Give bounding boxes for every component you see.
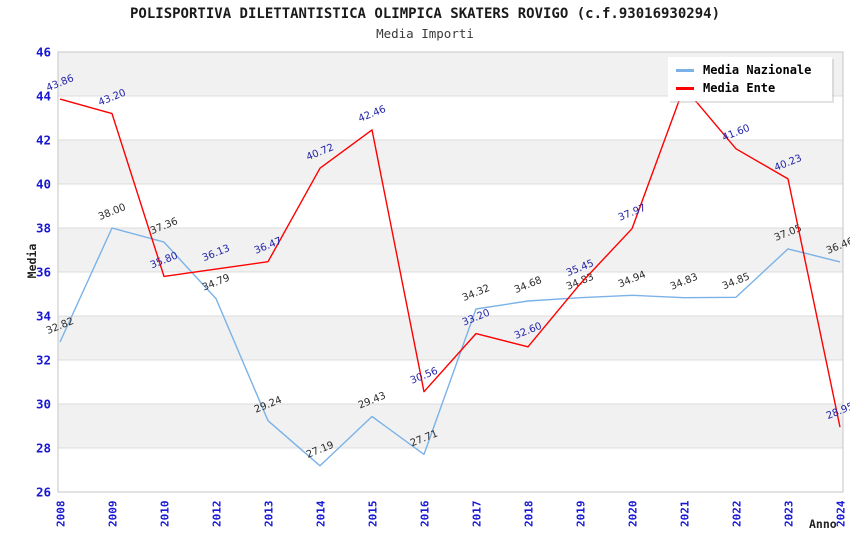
x-tick-label: 2022 [731,501,744,528]
y-tick-label: 26 [36,485,51,500]
x-tick-label: 2020 [627,501,640,528]
grid-band [58,448,843,492]
y-tick-label: 30 [36,397,51,412]
x-tick-label: 2013 [263,501,276,528]
legend-item-media-ente: Media Ente [676,79,824,97]
x-tick-label: 2021 [679,500,692,527]
x-tick-label: 2018 [523,501,536,528]
x-tick-label: 2024 [835,500,848,527]
y-tick-label: 42 [36,133,51,148]
x-tick-label: 2017 [471,501,484,528]
legend-label-nazionale: Media Nazionale [703,63,812,77]
grid-band [58,140,843,184]
grid-band [58,184,843,228]
legend-label-ente: Media Ente [703,81,776,95]
x-tick-label: 2009 [107,501,120,528]
y-tick-label: 38 [36,221,51,236]
grid-band [58,404,843,448]
chart-subtitle: Media Importi [376,26,474,41]
grid-band [58,316,843,360]
legend-line-swatch-ente-icon [676,86,694,90]
y-tick-label: 46 [36,45,51,60]
grid-band [58,96,843,140]
y-tick-label: 44 [36,89,51,104]
plot-border [57,51,844,493]
legend: Media Nazionale Media Ente [668,57,832,101]
x-tick-label: 2015 [367,501,380,528]
x-tick-label: 2012 [211,501,224,528]
y-tick-label: 36 [36,265,51,280]
x-axis-title: Anno [809,517,837,531]
x-tick-label: 2010 [159,501,172,528]
y-tick-label: 32 [36,353,51,368]
y-tick-label: 40 [36,177,51,192]
y-tick-label: 34 [36,309,51,324]
x-tick-label: 2014 [315,500,328,527]
x-tick-label: 2008 [55,501,68,528]
grid-band [58,272,843,316]
y-axis-title: Media [25,243,39,279]
y-tick-label: 28 [36,441,51,456]
chart-title: POLISPORTIVA DILETTANTISTICA OLIMPICA SK… [129,6,720,22]
legend-line-swatch-nazionale-icon [676,68,694,72]
series-line-media-ente [59,86,841,428]
series-line-media-nazionale [59,227,841,467]
x-tick-label: 2023 [783,501,796,528]
legend-item-media-nazionale: Media Nazionale [676,61,824,79]
x-tick-label: 2016 [419,500,432,527]
grid-band [58,228,843,272]
x-tick-label: 2019 [575,501,588,528]
